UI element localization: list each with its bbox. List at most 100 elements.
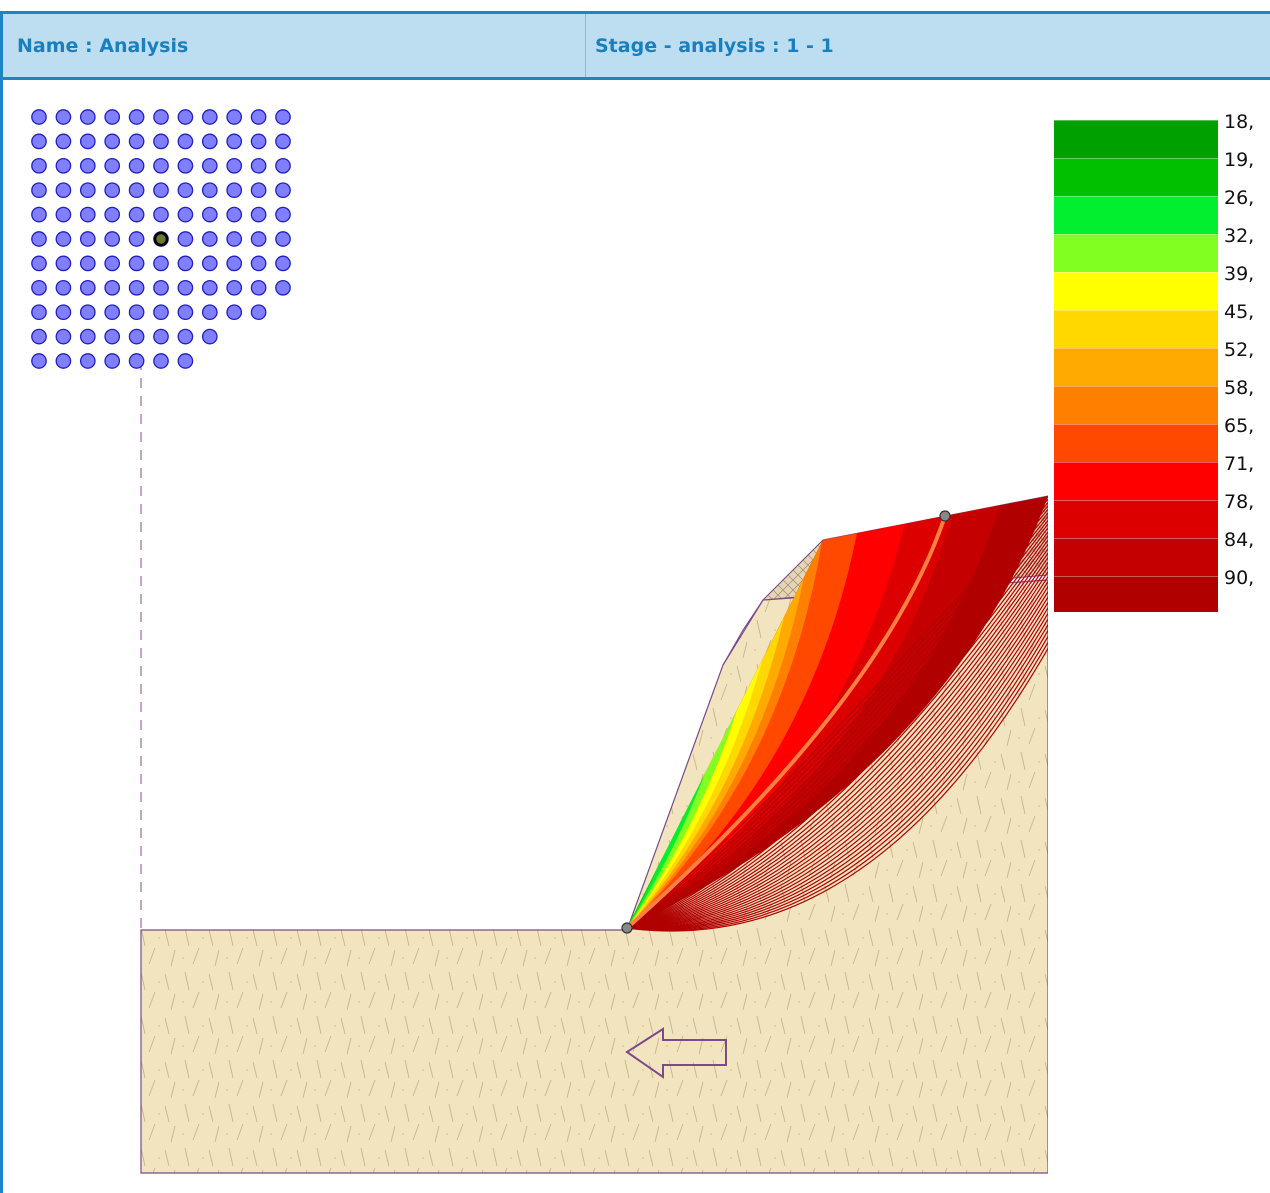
slip-center-point xyxy=(153,353,169,369)
slip-center-point xyxy=(128,206,145,223)
slip-surface-line xyxy=(626,590,1048,929)
color-legend: 18, 19, 26, 32, 39, 45, 52, 58, 65, 71, 78, 84, 90, xyxy=(1054,111,1270,612)
legend-swatch xyxy=(1054,158,1218,196)
slip-center-point xyxy=(104,231,121,247)
slip-surface-line xyxy=(626,539,1048,929)
slip-center-point xyxy=(201,279,218,296)
slip-center-point xyxy=(275,279,291,296)
slip-center-point xyxy=(226,279,243,296)
slip-center-point xyxy=(153,206,169,223)
slip-surface-line xyxy=(626,601,1048,929)
critical-center-point xyxy=(153,231,169,247)
slip-center-point xyxy=(250,279,267,296)
slip-center-point xyxy=(104,255,121,272)
left-arrow-icon xyxy=(625,1027,727,1079)
slip-surface-line xyxy=(626,534,1048,929)
slip-center-point xyxy=(104,279,121,296)
slip-center-point xyxy=(31,353,47,369)
analysis-name-label: Name : Analysis xyxy=(17,34,189,57)
slip-surface-line xyxy=(626,575,1048,929)
slip-center-point xyxy=(104,206,121,223)
slip-surface-line xyxy=(626,647,1048,932)
legend-swatch xyxy=(1054,272,1218,310)
header-bar: Name : Analysis Stage - analysis : 1 - 1 xyxy=(3,11,1270,80)
slip-center-point xyxy=(275,109,291,125)
slip-surface-line xyxy=(626,508,1048,929)
slip-center-point xyxy=(31,182,47,199)
slip-center-point xyxy=(275,182,291,199)
slip-center-point xyxy=(31,279,47,296)
slip-center-point xyxy=(153,157,169,174)
slip-center-point xyxy=(226,157,243,174)
slip-center-point xyxy=(177,157,194,174)
slip-center-point xyxy=(104,304,121,321)
slip-surface-line xyxy=(626,635,1048,931)
slip-center-point xyxy=(201,304,218,321)
legend-swatch xyxy=(1054,538,1218,576)
slip-center-point xyxy=(177,255,194,272)
slip-surface-lines xyxy=(626,495,1048,932)
slip-center-point xyxy=(226,206,243,223)
slip-center-point xyxy=(104,328,121,345)
slip-center-point xyxy=(275,255,291,272)
slip-center-point xyxy=(250,206,267,223)
legend-label: 58, xyxy=(1224,377,1255,399)
slip-surface-line xyxy=(626,530,1048,929)
slip-center-point xyxy=(55,109,72,125)
legend-label: 90, xyxy=(1224,567,1255,589)
top-margin xyxy=(0,0,1270,11)
slip-center-point xyxy=(104,353,121,369)
legend-swatch xyxy=(1054,234,1218,272)
legend-label: 39, xyxy=(1224,263,1255,285)
slip-center-point xyxy=(31,328,47,345)
slip-center-point xyxy=(128,133,145,150)
legend-label: 65, xyxy=(1224,415,1255,437)
legend-swatch xyxy=(1054,462,1218,500)
legend-swatch xyxy=(1054,386,1218,424)
slip-center-point xyxy=(250,182,267,199)
slip-center-point xyxy=(104,157,121,174)
slip-surface-line xyxy=(626,522,1048,929)
slip-center-point xyxy=(31,255,47,272)
slip-center-point xyxy=(55,328,72,345)
slip-center-point xyxy=(177,328,194,345)
slip-center-point xyxy=(226,182,243,199)
slip-center-point xyxy=(153,304,169,321)
slip-surface-line xyxy=(626,511,1048,929)
slip-center-point xyxy=(226,133,243,150)
slip-center-point xyxy=(79,182,96,199)
slip-center-point xyxy=(128,255,145,272)
slip-surface-line xyxy=(626,501,1048,929)
slip-center-point xyxy=(79,353,96,369)
slip-center-point xyxy=(31,133,47,150)
slip-center-point xyxy=(201,255,218,272)
slip-center-point xyxy=(31,157,47,174)
slip-center-point xyxy=(177,109,194,125)
slip-center-point xyxy=(79,279,96,296)
legend-swatch xyxy=(1054,310,1218,348)
slip-entry-point xyxy=(621,922,633,934)
slip-center-point xyxy=(128,157,145,174)
slip-center-point xyxy=(79,304,96,321)
slip-surface-line xyxy=(626,565,1048,929)
slip-center-point xyxy=(79,133,96,150)
slip-center-point xyxy=(201,157,218,174)
slip-surface-line xyxy=(626,585,1048,929)
legend-label: 78, xyxy=(1224,491,1255,513)
slip-center-point xyxy=(275,157,291,174)
slip-surface-line xyxy=(626,570,1048,929)
slip-center-point xyxy=(153,328,169,345)
slip-center-point xyxy=(226,109,243,125)
slip-center-point xyxy=(201,109,218,125)
slip-center-point xyxy=(55,182,72,199)
slip-center-point xyxy=(201,206,218,223)
slip-center-point xyxy=(55,133,72,150)
slip-center-point xyxy=(128,353,145,369)
slip-center-point xyxy=(55,231,72,247)
slip-center-point xyxy=(79,157,96,174)
slip-center-point xyxy=(177,133,194,150)
slip-center-point xyxy=(226,255,243,272)
slip-center-point xyxy=(128,109,145,125)
slip-center-point xyxy=(153,133,169,150)
slip-center-point xyxy=(250,109,267,125)
